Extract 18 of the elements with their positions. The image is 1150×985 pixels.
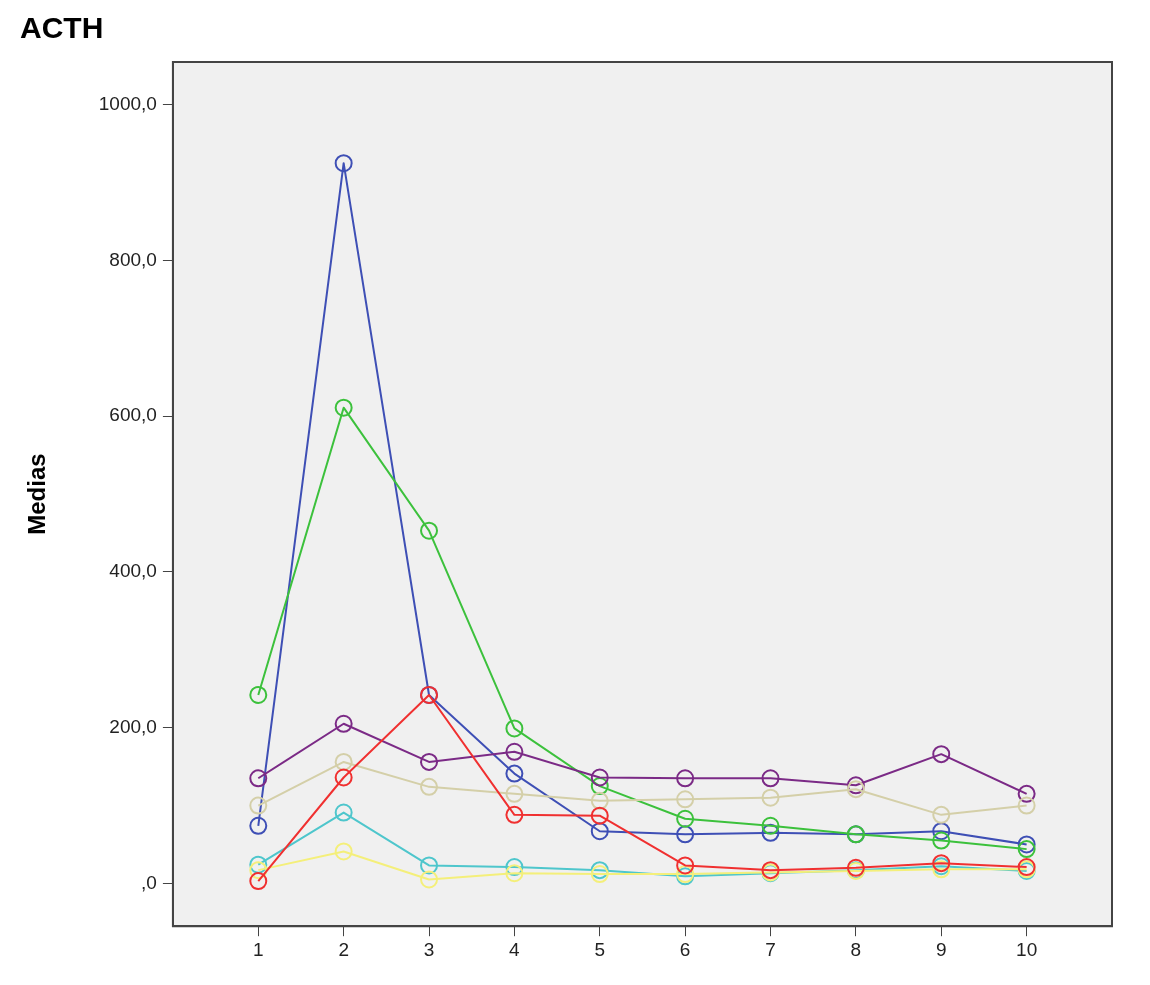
y-tick-label: ,0 bbox=[141, 871, 157, 893]
x-tick-label: 7 bbox=[765, 938, 776, 960]
x-tick-label: 3 bbox=[423, 938, 435, 960]
x-tick-label: 8 bbox=[850, 938, 862, 960]
y-tick-label: 400,0 bbox=[109, 560, 157, 582]
y-tick-label: 200,0 bbox=[109, 715, 157, 737]
y-axis-title: Medias bbox=[23, 453, 51, 535]
x-tick-label: 1 bbox=[253, 938, 264, 960]
y-tick-label: 1000,0 bbox=[98, 93, 157, 115]
x-tick-label: 4 bbox=[509, 938, 521, 960]
chart-title: ACTH bbox=[20, 11, 104, 45]
y-tick-label: 600,0 bbox=[109, 404, 157, 426]
x-tick-label: 6 bbox=[679, 938, 691, 960]
x-tick-label: 10 bbox=[1016, 938, 1038, 960]
y-tick-label: 800,0 bbox=[109, 248, 157, 270]
x-tick-label: 2 bbox=[338, 938, 349, 960]
x-tick-label: 9 bbox=[935, 938, 947, 960]
x-tick-label: 5 bbox=[594, 938, 606, 960]
